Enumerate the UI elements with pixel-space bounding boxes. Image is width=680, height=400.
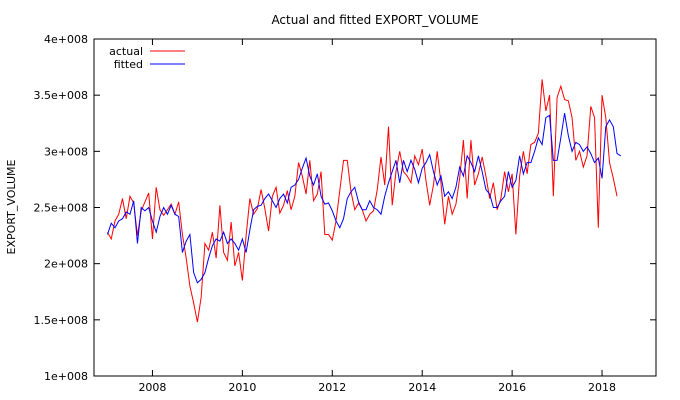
legend-label-fitted: fitted	[114, 58, 143, 71]
x-tick-label: 2018	[588, 381, 616, 394]
y-axis-label: EXPORT_VOLUME	[5, 160, 18, 255]
y-tick-label: 1e+008	[44, 370, 88, 383]
y-axis: 1e+008 1.5e+008 2e+008 2.5e+008 3e+008 3.5e+0…	[34, 33, 656, 383]
x-tick-label: 2012	[318, 381, 346, 394]
y-tick-label: 2e+008	[44, 258, 88, 271]
chart-title: Actual and fitted EXPORT_VOLUME	[271, 13, 478, 27]
series-line-fitted	[107, 113, 622, 284]
x-axis: 2008 2010 2012 2014 2016 2018	[138, 39, 616, 394]
legend-label-actual: actual	[109, 45, 143, 58]
y-tick-label: 4e+008	[44, 33, 88, 46]
x-tick-label: 2014	[408, 381, 436, 394]
y-tick-label: 3e+008	[44, 145, 88, 158]
series-layer	[107, 79, 622, 323]
x-tick-label: 2008	[138, 381, 166, 394]
y-tick-label: 2.5e+008	[34, 202, 88, 215]
y-tick-label: 3.5e+008	[34, 89, 88, 102]
plot-frame	[93, 38, 657, 377]
x-tick-label: 2016	[498, 381, 526, 394]
x-tick-label: 2010	[228, 381, 256, 394]
series-line-actual	[107, 79, 618, 323]
y-tick-label: 1.5e+008	[34, 314, 88, 327]
